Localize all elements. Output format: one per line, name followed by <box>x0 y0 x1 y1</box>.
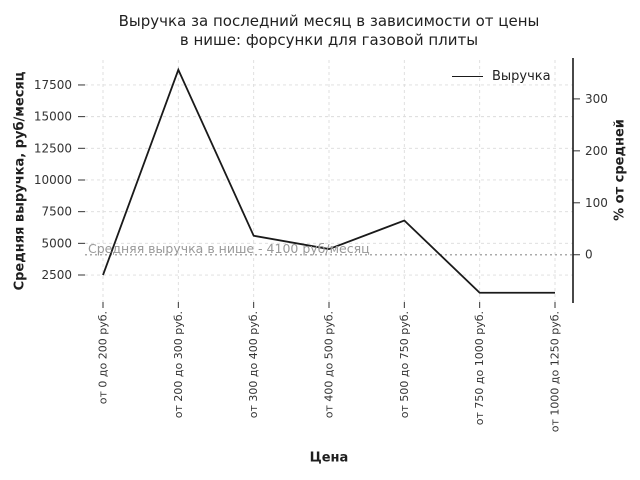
y-axis-label-right: % от средней <box>612 119 628 221</box>
x-tick-label: от 0 до 200 руб. <box>97 311 110 404</box>
y-tick-label-left: 15000 <box>34 110 72 124</box>
legend-line-sample <box>452 75 483 77</box>
x-tick-label: от 500 до 750 руб. <box>398 311 411 418</box>
y-tick-label-right: 100 <box>585 196 608 210</box>
y-tick-label-right: 0 <box>585 248 593 262</box>
x-tick-label: от 400 до 500 руб. <box>323 311 336 418</box>
x-tick-label: от 300 до 400 руб. <box>247 311 260 418</box>
x-tick-label: от 200 до 300 руб. <box>172 311 185 418</box>
x-tick-label: от 750 до 1000 руб. <box>473 311 486 425</box>
y-tick-label-right: 300 <box>585 92 608 106</box>
chart-title: Выручка за последний месяц в зависимости… <box>85 12 573 50</box>
y-tick-label-left: 17500 <box>34 78 72 92</box>
legend: Выручка <box>452 68 551 84</box>
x-axis-label: Цена <box>309 450 349 466</box>
legend-series-label: Выручка <box>492 68 551 84</box>
chart-title-line-1: Выручка за последний месяц в зависимости… <box>118 12 540 30</box>
average-revenue-annotation: Средняя выручка в нише - 4100 руб/месяц <box>88 241 370 256</box>
y-tick-label-left: 2500 <box>41 268 72 282</box>
y-tick-label-left: 7500 <box>41 205 72 219</box>
y-tick-label-right: 200 <box>585 144 608 158</box>
y-tick-label-left: 12500 <box>34 141 72 155</box>
series-line-выручка <box>102 67 555 294</box>
y-tick-label-left: 5000 <box>41 236 72 250</box>
y-tick-label-left: 10000 <box>34 173 72 187</box>
x-tick-label: от 1000 до 1250 руб. <box>549 311 562 432</box>
chart-title-line-2: в нише: форсунки для газовой плиты <box>179 31 479 49</box>
y-axis-label-left: Средняя выручка, руб/месяц <box>12 71 28 291</box>
